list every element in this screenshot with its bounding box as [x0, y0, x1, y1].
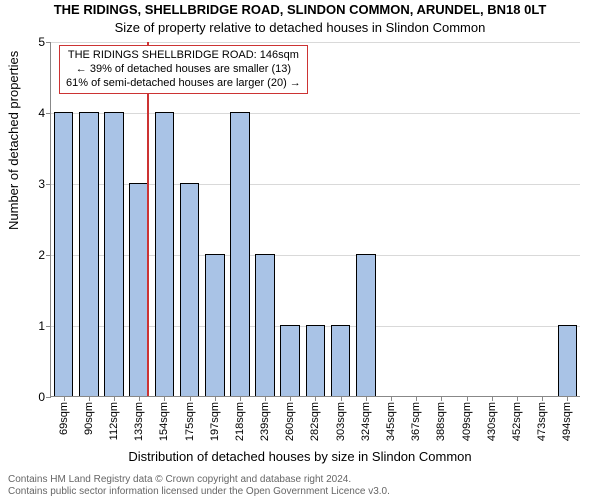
xtick-label: 494sqm	[561, 402, 573, 441]
footer-line-1: Contains HM Land Registry data © Crown c…	[8, 474, 592, 486]
bar	[205, 254, 225, 396]
bar-slot: 112sqm	[101, 42, 126, 396]
bar-slot: 218sqm	[227, 42, 252, 396]
bar	[79, 112, 99, 396]
xtick-mark	[341, 396, 342, 401]
footer-attribution: Contains HM Land Registry data © Crown c…	[8, 474, 592, 498]
xtick-label: 282sqm	[309, 402, 321, 441]
bar	[180, 183, 200, 396]
bar-slot: 367sqm	[404, 42, 429, 396]
chart-container: THE RIDINGS, SHELLBRIDGE ROAD, SLINDON C…	[0, 0, 600, 500]
callout-annotation-box: THE RIDINGS SHELLBRIDGE ROAD: 146sqm ← 3…	[59, 45, 308, 94]
xtick-label: 260sqm	[284, 402, 296, 441]
xtick-label: 154sqm	[158, 402, 170, 441]
ytick-label: 5	[38, 35, 45, 49]
bar-slot: 260sqm	[278, 42, 303, 396]
bar-slot: 303sqm	[328, 42, 353, 396]
chart-title: THE RIDINGS, SHELLBRIDGE ROAD, SLINDON C…	[0, 2, 600, 17]
bar-slot: 409sqm	[454, 42, 479, 396]
bar-slot: 69sqm	[51, 42, 76, 396]
xtick-mark	[290, 396, 291, 401]
xtick-label: 430sqm	[486, 402, 498, 441]
xtick-label: 303sqm	[335, 402, 347, 441]
xtick-mark	[215, 396, 216, 401]
bar-slot: 345sqm	[378, 42, 403, 396]
xtick-label: 69sqm	[58, 402, 70, 435]
xtick-mark	[89, 396, 90, 401]
bar-slot: 282sqm	[303, 42, 328, 396]
xtick-label: 345sqm	[385, 402, 397, 441]
xtick-mark	[391, 396, 392, 401]
bar	[306, 325, 326, 396]
xtick-mark	[567, 396, 568, 401]
xtick-label: 324sqm	[360, 402, 372, 441]
ytick-mark	[46, 397, 51, 398]
xtick-mark	[492, 396, 493, 401]
y-axis-label: Number of detached properties	[6, 51, 21, 230]
chart-subtitle: Size of property relative to detached ho…	[0, 20, 600, 35]
x-axis-label: Distribution of detached houses by size …	[0, 449, 600, 464]
bar-slot: 324sqm	[353, 42, 378, 396]
bar-slot: 90sqm	[76, 42, 101, 396]
xtick-label: 473sqm	[536, 402, 548, 441]
xtick-mark	[441, 396, 442, 401]
bar	[155, 112, 175, 396]
footer-line-2: Contains public sector information licen…	[8, 486, 592, 498]
xtick-label: 367sqm	[410, 402, 422, 441]
xtick-mark	[366, 396, 367, 401]
xtick-label: 239sqm	[259, 402, 271, 441]
bar	[129, 183, 149, 396]
xtick-mark	[240, 396, 241, 401]
plot-area: 012345 69sqm90sqm112sqm133sqm154sqm175sq…	[50, 42, 580, 397]
xtick-label: 90sqm	[83, 402, 95, 435]
bar-slot: 175sqm	[177, 42, 202, 396]
bar	[356, 254, 376, 396]
bar	[331, 325, 351, 396]
xtick-mark	[315, 396, 316, 401]
xtick-mark	[416, 396, 417, 401]
bar	[104, 112, 124, 396]
xtick-label: 133sqm	[133, 402, 145, 441]
ytick-label: 3	[38, 177, 45, 191]
xtick-label: 452sqm	[511, 402, 523, 441]
xtick-mark	[542, 396, 543, 401]
xtick-mark	[265, 396, 266, 401]
bar-slot: 494sqm	[555, 42, 580, 396]
xtick-label: 218sqm	[234, 402, 246, 441]
bar	[255, 254, 275, 396]
xtick-label: 197sqm	[209, 402, 221, 441]
xtick-mark	[114, 396, 115, 401]
xtick-label: 409sqm	[461, 402, 473, 441]
bar-slot: 388sqm	[429, 42, 454, 396]
xtick-mark	[139, 396, 140, 401]
bar	[558, 325, 578, 396]
bar-slot: 197sqm	[202, 42, 227, 396]
ytick-label: 4	[38, 106, 45, 120]
xtick-label: 175sqm	[184, 402, 196, 441]
ytick-label: 2	[38, 248, 45, 262]
xtick-mark	[517, 396, 518, 401]
xtick-mark	[467, 396, 468, 401]
callout-line-3: 61% of semi-detached houses are larger (…	[66, 77, 301, 91]
callout-line-2: ← 39% of detached houses are smaller (13…	[66, 63, 301, 77]
xtick-mark	[164, 396, 165, 401]
ytick-label: 1	[38, 319, 45, 333]
bar-slot: 473sqm	[530, 42, 555, 396]
bar-slot: 154sqm	[152, 42, 177, 396]
bar-slot: 239sqm	[253, 42, 278, 396]
xtick-mark	[190, 396, 191, 401]
bar-slot: 452sqm	[504, 42, 529, 396]
xtick-mark	[64, 396, 65, 401]
bar	[280, 325, 300, 396]
bar	[230, 112, 250, 396]
bars-group: 69sqm90sqm112sqm133sqm154sqm175sqm197sqm…	[51, 42, 580, 396]
bar	[54, 112, 74, 396]
callout-reference-line	[147, 42, 149, 396]
xtick-label: 388sqm	[435, 402, 447, 441]
bar-slot: 430sqm	[479, 42, 504, 396]
ytick-label: 0	[38, 390, 45, 404]
callout-line-1: THE RIDINGS SHELLBRIDGE ROAD: 146sqm	[66, 49, 301, 63]
xtick-label: 112sqm	[108, 402, 120, 440]
